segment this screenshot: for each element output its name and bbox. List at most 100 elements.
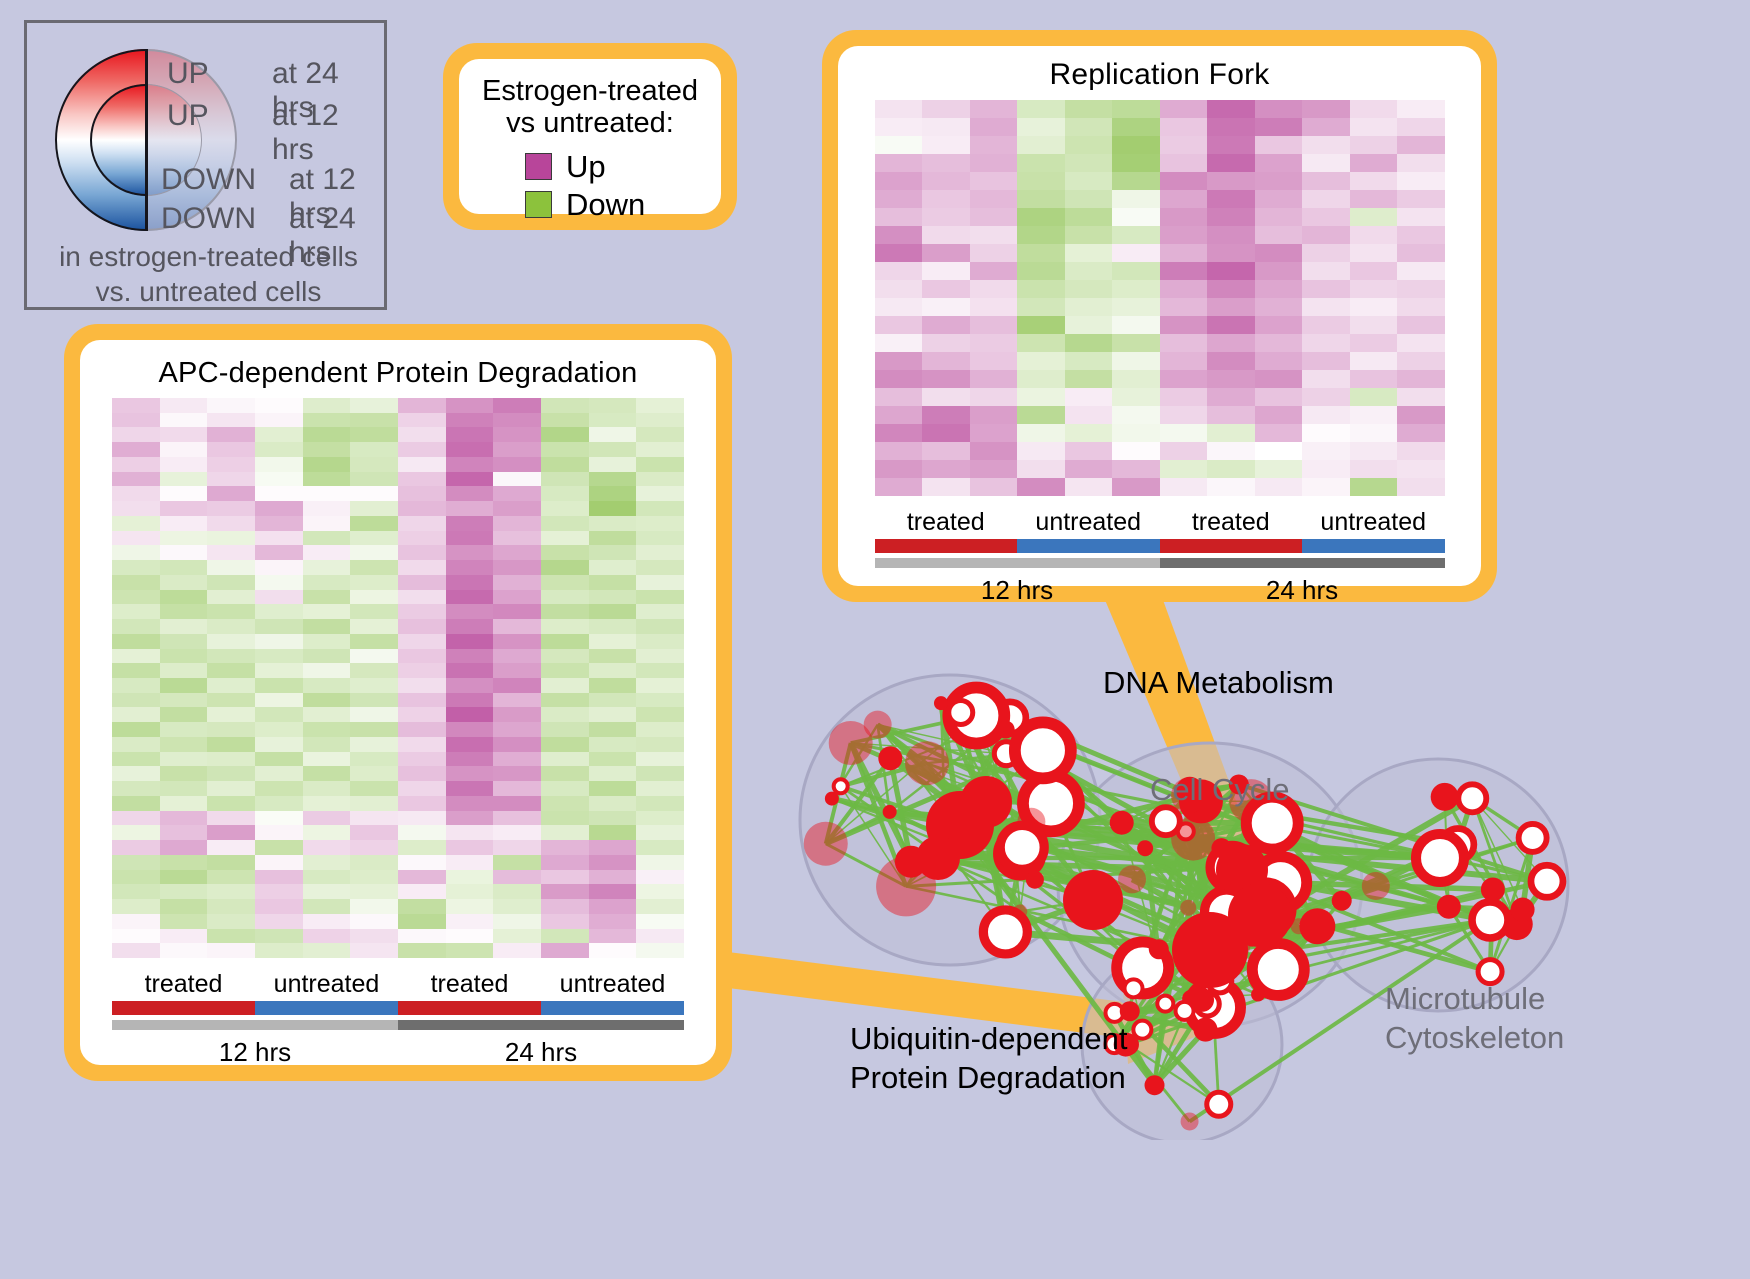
heatmap-cell: [969, 334, 1017, 352]
heatmap-cell: [1112, 388, 1160, 406]
heatmap-cell: [493, 427, 541, 443]
heatmap-cell: [445, 560, 494, 575]
heatmap-cell: [1064, 460, 1112, 478]
heatmap-cell: [969, 226, 1017, 244]
heatmap-cell: [398, 884, 446, 900]
heatmap-cell: [493, 619, 541, 634]
heatmap-cell: [636, 707, 684, 723]
heatmap-cell: [255, 471, 303, 487]
heatmap-cell: [302, 427, 351, 443]
heatmap-cell: [541, 619, 589, 634]
heatmap-cell: [1159, 280, 1207, 298]
heatmap-cell: [1017, 118, 1065, 136]
heatmap-cell: [445, 486, 494, 502]
heatmap-cell: [636, 663, 684, 678]
network-node: [1063, 870, 1123, 930]
heatmap-cell: [1017, 442, 1065, 460]
heatmap-cell: [636, 795, 684, 811]
heatmap-cell: [636, 442, 684, 457]
heatmap-cell: [255, 795, 303, 811]
heatmap-cell: [1254, 172, 1302, 190]
heatmap-cell: [874, 208, 922, 226]
heatmap-cell: [922, 442, 970, 460]
heatmap-cell: [255, 486, 303, 502]
heatmap-cell: [302, 707, 351, 723]
heatmap-cell: [445, 854, 494, 870]
heatmap-cell: [207, 574, 255, 590]
heatmap-cell: [398, 545, 446, 561]
heatmap-cell: [1397, 460, 1445, 478]
heatmap-cell: [969, 136, 1017, 154]
heatmap-cell: [1302, 406, 1350, 424]
heatmap-cell: [159, 486, 208, 502]
heatmap-cell: [588, 515, 637, 531]
heatmap-cell: [398, 663, 446, 678]
heatmap-cell: [1112, 136, 1160, 154]
heatmap-cell: [398, 442, 446, 457]
heatmap-cell: [302, 722, 351, 737]
heatmap-cell: [207, 619, 255, 634]
network-node: [1148, 939, 1169, 960]
heatmap-cell: [112, 574, 160, 590]
time-bar-24h: [398, 1020, 684, 1030]
heatmap-cell: [350, 899, 398, 914]
heatmap-cell: [445, 928, 494, 944]
heatmap-cell: [302, 663, 351, 678]
heatmap-cell: [588, 751, 637, 767]
heatmap-cell: [541, 707, 589, 723]
heatmap-cell: [1397, 316, 1445, 334]
heatmap-cell: [350, 442, 398, 457]
heatmap-cell: [493, 736, 541, 752]
heatmap-cell: [398, 619, 446, 634]
heatmap-cell: [1112, 208, 1160, 226]
heatmap-cell: [541, 825, 589, 841]
heatmap-cell: [1302, 352, 1350, 370]
heatmap-cell: [636, 869, 684, 885]
heatmap-cell: [207, 515, 255, 531]
cluster-label-ub-line2: Protein Degradation: [850, 1059, 1126, 1095]
heatmap-cell: [350, 722, 398, 737]
heatmap-cell: [159, 736, 208, 752]
heatmap-cell: [1017, 334, 1065, 352]
heatmap-cell: [1302, 136, 1350, 154]
heatmap-cell: [255, 722, 303, 737]
heatmap-cell: [1349, 352, 1397, 370]
heatmap-cell: [541, 442, 589, 457]
heatmap-cell: [112, 766, 160, 782]
heatmap-cell: [445, 810, 494, 826]
heatmap-cell: [1159, 226, 1207, 244]
heatmap-cell: [112, 795, 160, 811]
treatment-bar-treated-24h: [398, 1001, 541, 1015]
heatmap-cell: [1397, 100, 1445, 118]
heatmap-cell: [112, 412, 160, 428]
network-node: [1527, 861, 1567, 901]
heatmap-cell: [1254, 352, 1302, 370]
network-node: [1148, 804, 1183, 839]
heatmap-cell: [1254, 208, 1302, 226]
heatmap-cell: [541, 471, 589, 487]
heatmap-cell: [159, 560, 208, 575]
heatmap-cell: [112, 825, 160, 841]
network-nodes: [803, 681, 1567, 1131]
heatmap-cell: [922, 370, 970, 388]
heatmap-cell: [112, 589, 160, 605]
heatmap-cell: [588, 471, 637, 487]
heatmap-cell: [1397, 424, 1445, 442]
heatmap-cell: [1112, 190, 1160, 208]
heatmap-cell: [350, 456, 398, 472]
heatmap-cell: [636, 810, 684, 826]
heatmap-cell: [1064, 190, 1112, 208]
heatmap-cell: [159, 574, 208, 590]
heatmap-cell: [302, 648, 351, 664]
heatmap-cell: [541, 648, 589, 664]
heatmap-cell: [1254, 424, 1302, 442]
heatmap-panel-apc-dependent-protein-degradation: APC-dependent Protein Degradation treate…: [64, 324, 732, 1081]
heatmap-cell: [112, 545, 160, 561]
heatmap-cell: [1159, 208, 1207, 226]
heatmap-cell: [1349, 442, 1397, 460]
heatmap-cell: [159, 633, 208, 649]
key-time-down-12: at 12 hrs: [289, 163, 356, 230]
heatmap-cell: [541, 854, 589, 870]
heatmap-cell: [922, 334, 970, 352]
network-node: [1137, 840, 1154, 857]
